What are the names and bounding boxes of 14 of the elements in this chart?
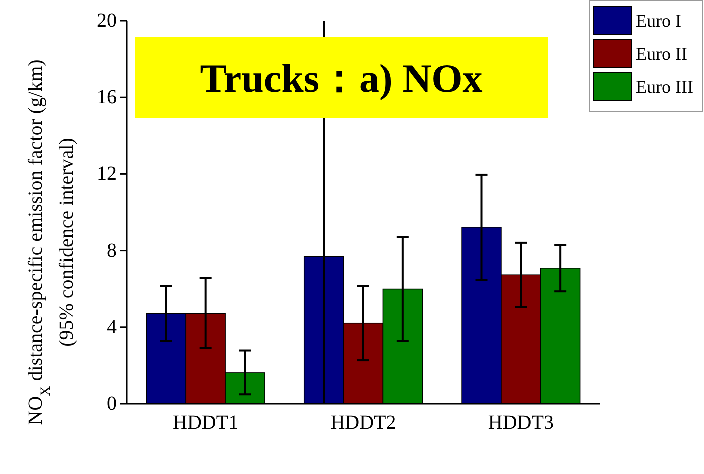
y-tick-label: 16 xyxy=(97,86,117,109)
legend: Euro I Euro II Euro III xyxy=(590,0,704,112)
y-tick-label: 20 xyxy=(97,10,117,32)
y-tick-label: 8 xyxy=(107,240,117,262)
y-tick-label: 0 xyxy=(107,393,117,415)
legend-label: Euro II xyxy=(636,44,688,64)
x-tick-label: HDDT1 xyxy=(173,412,239,434)
y-tick-label: 12 xyxy=(97,163,117,186)
x-tick-label: HDDT2 xyxy=(330,412,396,434)
x-tick-label: HDDT3 xyxy=(488,412,554,434)
legend-label: Euro III xyxy=(636,77,694,97)
legend-label: Euro I xyxy=(636,11,682,31)
title: Trucks：a) NOx xyxy=(135,37,548,118)
y-tick-label: 4 xyxy=(107,316,117,338)
